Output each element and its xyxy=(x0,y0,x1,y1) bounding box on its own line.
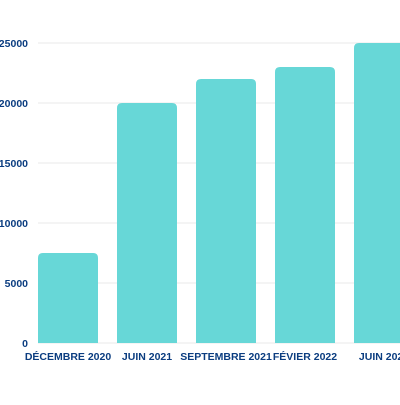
y-tick-label: 5000 xyxy=(5,278,29,290)
y-tick-label: 20000 xyxy=(0,98,28,110)
x-tick-label: JUIN 2022 xyxy=(359,351,400,363)
bars xyxy=(38,43,400,343)
bar xyxy=(38,253,98,343)
x-tick-label: JUIN 2021 xyxy=(122,351,172,363)
y-tick-label: 0 xyxy=(22,338,28,350)
bar xyxy=(196,79,256,343)
x-tick-label: SEPTEMBRE 2021 xyxy=(180,351,272,363)
y-tick-label: 15000 xyxy=(0,158,28,170)
x-axis-ticks: DÉCEMBRE 2020 JUIN 2021 SEPTEMBRE 2021 FÉVI… xyxy=(25,350,400,363)
y-tick-label: 25000 xyxy=(0,38,28,50)
y-axis-ticks: 0 5000 10000 15000 20000 25000 xyxy=(0,38,28,350)
x-tick-label: DÉCEMBRE 2020 xyxy=(25,350,112,363)
bar xyxy=(275,67,335,343)
bar xyxy=(117,103,177,343)
y-tick-label: 10000 xyxy=(0,218,28,230)
x-tick-label: FÉVIER 2022 xyxy=(273,350,337,363)
bar xyxy=(354,43,400,343)
